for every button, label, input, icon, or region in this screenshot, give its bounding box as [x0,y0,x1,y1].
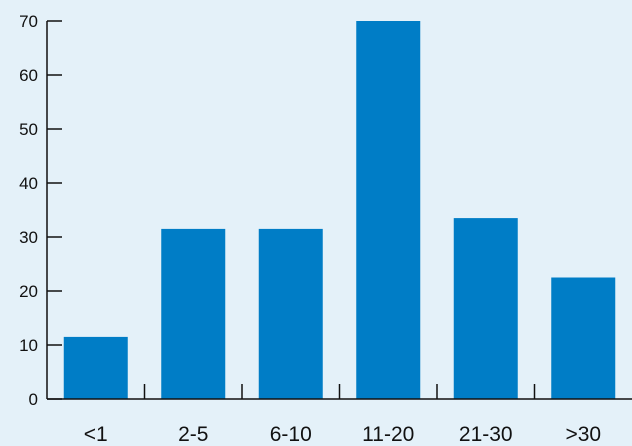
y-tick-label: 10 [19,336,38,355]
bar [161,228,226,399]
x-category-label: <1 [84,423,108,446]
bar [63,336,128,399]
y-tick-label: 0 [29,390,38,409]
y-tick-label: 70 [19,12,38,31]
y-tick-label: 30 [19,228,38,247]
y-tick-label: 50 [19,120,38,139]
x-category-label: 11-20 [362,423,414,446]
x-category-label: 2-5 [178,423,208,446]
y-tick-label: 20 [19,282,38,301]
y-tick-label: 60 [19,66,38,85]
bar [258,228,323,399]
x-axis: <1 2-5 6-10 11-20 21-30 >30 [47,384,632,446]
bars [63,21,616,399]
x-category-label: 6-10 [270,423,312,446]
x-category-label: >30 [565,423,601,446]
x-category-label: 21-30 [459,423,513,446]
y-tick-label: 40 [19,174,38,193]
bar [453,218,518,399]
bar [551,277,616,399]
bar [356,21,421,399]
y-axis: 0 10 20 30 40 50 60 70 [19,12,62,409]
